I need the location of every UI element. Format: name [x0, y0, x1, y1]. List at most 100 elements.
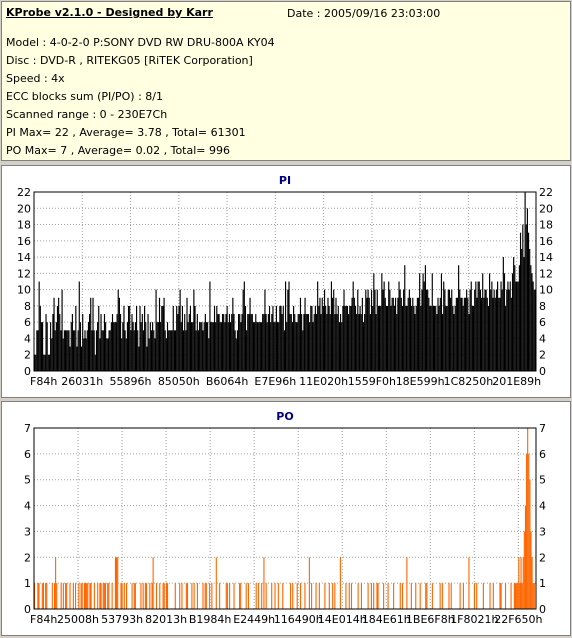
pi-bar — [46, 322, 48, 371]
pi-xtick: B6064h — [206, 375, 249, 388]
pi-bar — [517, 281, 519, 371]
po-bar — [311, 583, 313, 609]
pi-bar — [238, 314, 240, 371]
po-bar — [289, 583, 292, 609]
pi-bar — [140, 322, 142, 371]
pi-bar — [78, 281, 80, 371]
pi-bar — [293, 305, 295, 371]
po-xtick: 53793h — [101, 613, 143, 626]
pi-bar — [240, 322, 242, 371]
pi-bar — [474, 289, 476, 371]
pi-bar — [68, 330, 70, 371]
po-bar — [524, 505, 527, 609]
pi-ytick-left: 6 — [24, 316, 31, 329]
info-scanned-range: Scanned range : 0 - 230E7Ch — [6, 108, 168, 121]
pi-bar — [353, 297, 355, 371]
pi-bar — [420, 305, 422, 371]
pi-bar — [115, 322, 117, 371]
pi-ytick-right: 18 — [539, 219, 553, 232]
pi-bar — [188, 314, 190, 371]
pi-bar — [173, 330, 175, 371]
pi-bar — [486, 297, 488, 371]
pi-bar — [75, 305, 77, 371]
pi-bar — [242, 289, 244, 371]
pi-bar — [451, 289, 453, 371]
pi-xtick: 11E020h — [299, 375, 348, 388]
pi-bar — [502, 257, 504, 371]
po-bar — [387, 583, 389, 609]
pi-bar — [178, 305, 180, 371]
po-bar — [209, 583, 211, 609]
pi-ytick-left: 18 — [17, 219, 31, 232]
po-bar — [72, 583, 74, 609]
pi-bar — [531, 273, 533, 371]
pi-bar — [286, 322, 288, 371]
pi-bar — [125, 338, 127, 371]
pi-bar — [191, 322, 193, 371]
pi-bar — [217, 314, 219, 371]
pi-bar — [342, 305, 344, 371]
pi-bar — [172, 305, 174, 371]
pi-bar — [108, 330, 110, 371]
pi-bar — [463, 297, 465, 371]
pi-bar — [227, 322, 229, 371]
po-bar — [522, 557, 524, 609]
pi-bar — [501, 289, 503, 371]
pi-bar — [89, 314, 91, 371]
pi-bar — [515, 281, 517, 371]
pi-bar — [208, 338, 210, 371]
pi-bar — [462, 305, 464, 371]
pi-bar — [271, 314, 273, 371]
pi-bar — [80, 346, 83, 371]
pi-bar — [82, 314, 84, 371]
pi-bar — [154, 338, 156, 371]
po-ytick-left: 7 — [24, 422, 31, 435]
pi-bar — [497, 281, 499, 371]
pi-bar — [270, 322, 272, 371]
po-bar — [431, 583, 433, 609]
pi-bar — [55, 322, 57, 371]
pi-bar — [323, 289, 326, 371]
pi-xtick: E7E96h — [254, 375, 296, 388]
po-bar — [125, 583, 128, 609]
pi-bar — [129, 305, 131, 371]
pi-bar — [94, 354, 96, 371]
po-bar — [38, 583, 40, 609]
po-bar — [41, 583, 43, 609]
pi-bar — [58, 297, 60, 371]
pi-bar — [91, 330, 93, 371]
pi-bar — [34, 354, 36, 371]
po-ytick-right: 7 — [539, 422, 546, 435]
pi-bar — [123, 305, 125, 371]
pi-bar — [453, 314, 455, 371]
po-bar — [202, 583, 204, 609]
pi-bar — [499, 297, 501, 371]
po-bar — [34, 583, 36, 609]
po-bar — [441, 583, 443, 609]
pi-chart-title: PI — [279, 174, 291, 187]
pi-bar — [334, 314, 336, 371]
pi-bar — [507, 281, 509, 371]
po-bar — [315, 583, 317, 609]
pi-bar — [483, 297, 485, 371]
po-ytick-left: 1 — [24, 577, 31, 590]
scan-date: Date : 2005/09/16 23:03:00 — [287, 7, 441, 20]
pi-bar — [77, 330, 79, 371]
pi-bar — [181, 305, 183, 371]
pi-bar — [424, 265, 426, 371]
pi-bar — [354, 305, 357, 371]
pi-bar — [406, 305, 408, 371]
pi-bar — [38, 281, 40, 371]
pi-bar — [105, 322, 107, 371]
pi-ytick-left: 4 — [24, 332, 31, 345]
pi-bar — [289, 314, 291, 371]
po-bar — [415, 583, 417, 609]
pi-ytick-right: 14 — [539, 251, 553, 264]
po-bar — [468, 557, 470, 609]
pi-bar — [534, 289, 536, 371]
po-chart-panel: PO 0 0 1 1 2 2 3 3 4 4 5 5 6 6 7 7 F84h 25008h 53793h 82013h… — [1, 401, 571, 636]
pi-bar — [169, 330, 171, 371]
pi-ytick-right: 20 — [539, 202, 553, 215]
pi-bar — [201, 322, 203, 371]
pi-bar — [344, 305, 346, 371]
